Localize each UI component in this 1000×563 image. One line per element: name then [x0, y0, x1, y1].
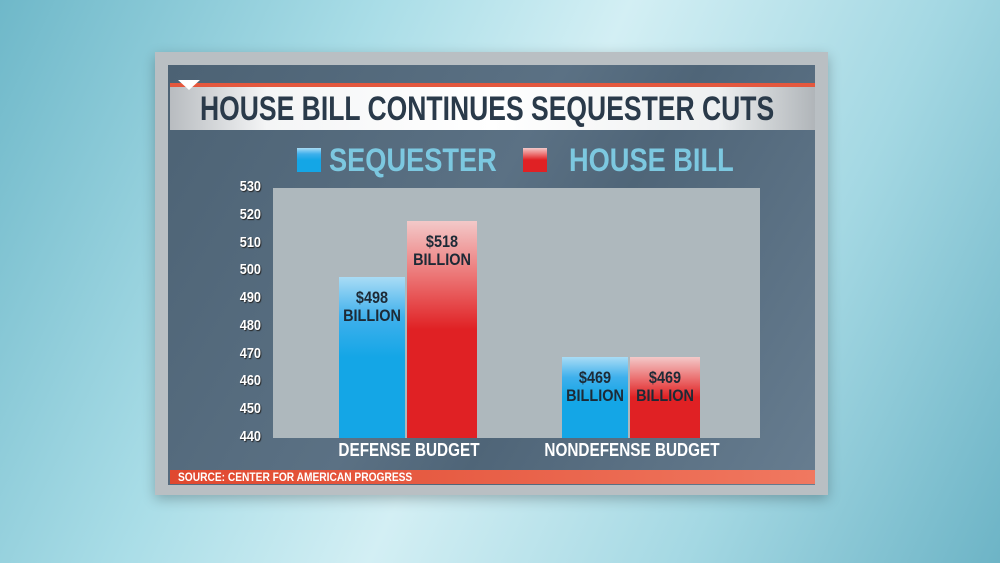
- chart-title: HOUSE BILL CONTINUES SEQUESTER CUTS: [200, 90, 775, 128]
- y-tick-label: 480: [239, 316, 261, 334]
- legend-label: HOUSE BILL: [569, 141, 734, 178]
- y-tick-label: 500: [239, 261, 261, 279]
- title-accent-line: [170, 83, 815, 87]
- bar-value-label: $518 BILLION: [413, 232, 471, 270]
- bar-house-bill: [630, 357, 700, 438]
- source-bar: [170, 470, 815, 484]
- bar-sequester: [339, 276, 405, 438]
- legend-item-sequester: SEQUESTER: [297, 142, 526, 178]
- bar-value-label: $469 BILLION: [636, 368, 694, 406]
- y-tick-label: 470: [239, 344, 261, 362]
- legend-item-house-bill: HOUSE BILL: [523, 142, 763, 178]
- legend-swatch-house-bill: [523, 148, 547, 172]
- y-tick-label: 450: [239, 400, 261, 418]
- legend-swatch-sequester: [297, 148, 321, 172]
- source-text: SOURCE: CENTER FOR AMERICAN PROGRESS: [178, 470, 413, 484]
- y-tick-label: 520: [239, 205, 261, 223]
- category-label: DEFENSE BUDGET: [338, 440, 480, 460]
- y-tick-label: 440: [239, 428, 261, 445]
- y-tick-label: 530: [239, 178, 261, 195]
- title-bar: [170, 87, 815, 130]
- y-tick-label: 490: [239, 289, 261, 307]
- bar-value-label: $498 BILLION: [343, 287, 401, 325]
- bar-sequester: [562, 357, 628, 438]
- bar-house-bill: [407, 221, 477, 438]
- bar-value-label: $469 BILLION: [566, 368, 624, 406]
- legend-label: SEQUESTER: [329, 141, 497, 178]
- y-tick-label: 460: [239, 372, 261, 390]
- y-tick-label: 510: [239, 233, 261, 251]
- triangle-marker-icon: [178, 80, 200, 90]
- category-label: NONDEFENSE BUDGET: [544, 440, 720, 460]
